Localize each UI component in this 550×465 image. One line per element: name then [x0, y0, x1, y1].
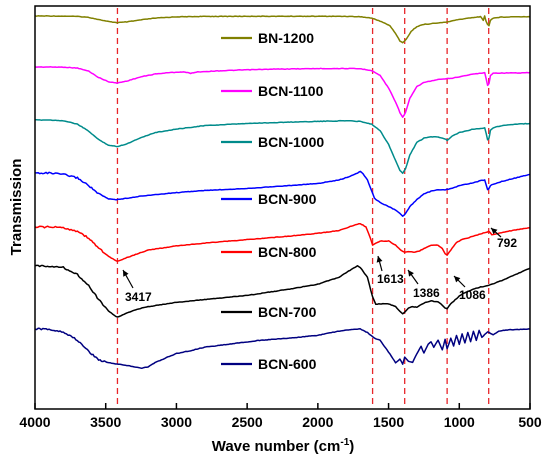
legend-label-bcn-1100: BCN-1100 [258, 83, 324, 99]
legend-label-bcn-600: BCN-600 [258, 356, 317, 372]
plot-frame [34, 5, 531, 410]
annotation-arrow-head-1386 [408, 270, 414, 277]
series-curves [34, 15, 531, 369]
x-axis-title-superscript: -1 [340, 437, 349, 448]
x-axis-title-end: ) [349, 438, 354, 455]
legend-label-bcn-900: BCN-900 [258, 191, 317, 207]
annotation-label-1086: 1086 [459, 288, 486, 302]
annotation-792: 792 [490, 227, 517, 250]
series-line-bcn-900 [35, 170, 531, 217]
x-axis-title-main: Wave number (cm [212, 438, 341, 455]
series-line-bcn-800 [34, 222, 531, 262]
annotation-arrow-head-792 [491, 228, 498, 235]
annotation-arrow-head-1613 [376, 256, 383, 263]
x-tick-label-1500: 1500 [373, 414, 404, 430]
annotation-arrow-head-3417 [123, 270, 129, 277]
series-line-bn-1200 [34, 15, 531, 44]
x-tick-label-1000: 1000 [444, 414, 475, 430]
x-axis-title: Wave number (cm-1) [212, 437, 355, 455]
annotation-3417: 3417 [122, 269, 152, 304]
legend-label-bcn-800: BCN-800 [258, 244, 317, 260]
x-tick-label-500: 500 [518, 414, 542, 430]
annotation-label-3417: 3417 [125, 290, 152, 304]
series-line-bcn-600 [34, 327, 531, 369]
annotation-label-1386: 1386 [413, 286, 440, 300]
annotation-1613: 1613 [376, 255, 404, 286]
annotation-1386: 1386 [407, 269, 440, 300]
x-axis-ticks: 4000 3500 3000 2500 2000 1500 1000 500 [19, 403, 542, 430]
annotation-label-792: 792 [497, 236, 517, 250]
legend-label-bn-1200: BN-1200 [258, 30, 314, 46]
peak-annotations: 3417 1613 1386 1086 792 [122, 227, 517, 304]
x-tick-label-2500: 2500 [232, 414, 263, 430]
annotation-label-1613: 1613 [377, 272, 404, 286]
series-line-bcn-1000 [35, 119, 531, 175]
annotation-arrow-head-1086 [454, 276, 461, 283]
annotation-1086: 1086 [453, 275, 486, 302]
y-axis-title: Transmission [8, 159, 25, 256]
reference-lines [116, 8, 490, 407]
series-line-bcn-1100 [34, 66, 531, 118]
series-line-bcn-700 [34, 264, 531, 318]
legend-label-bcn-1000: BCN-1000 [258, 134, 324, 150]
x-tick-label-2000: 2000 [302, 414, 333, 430]
x-tick-label-3500: 3500 [90, 414, 121, 430]
legend-label-bcn-700: BCN-700 [258, 304, 317, 320]
legend: BN-1200 BCN-1100 BCN-1000 BCN-900 BCN-800 BCN… [221, 30, 324, 372]
x-tick-label-4000: 4000 [19, 414, 50, 430]
x-tick-label-3000: 3000 [161, 414, 192, 430]
